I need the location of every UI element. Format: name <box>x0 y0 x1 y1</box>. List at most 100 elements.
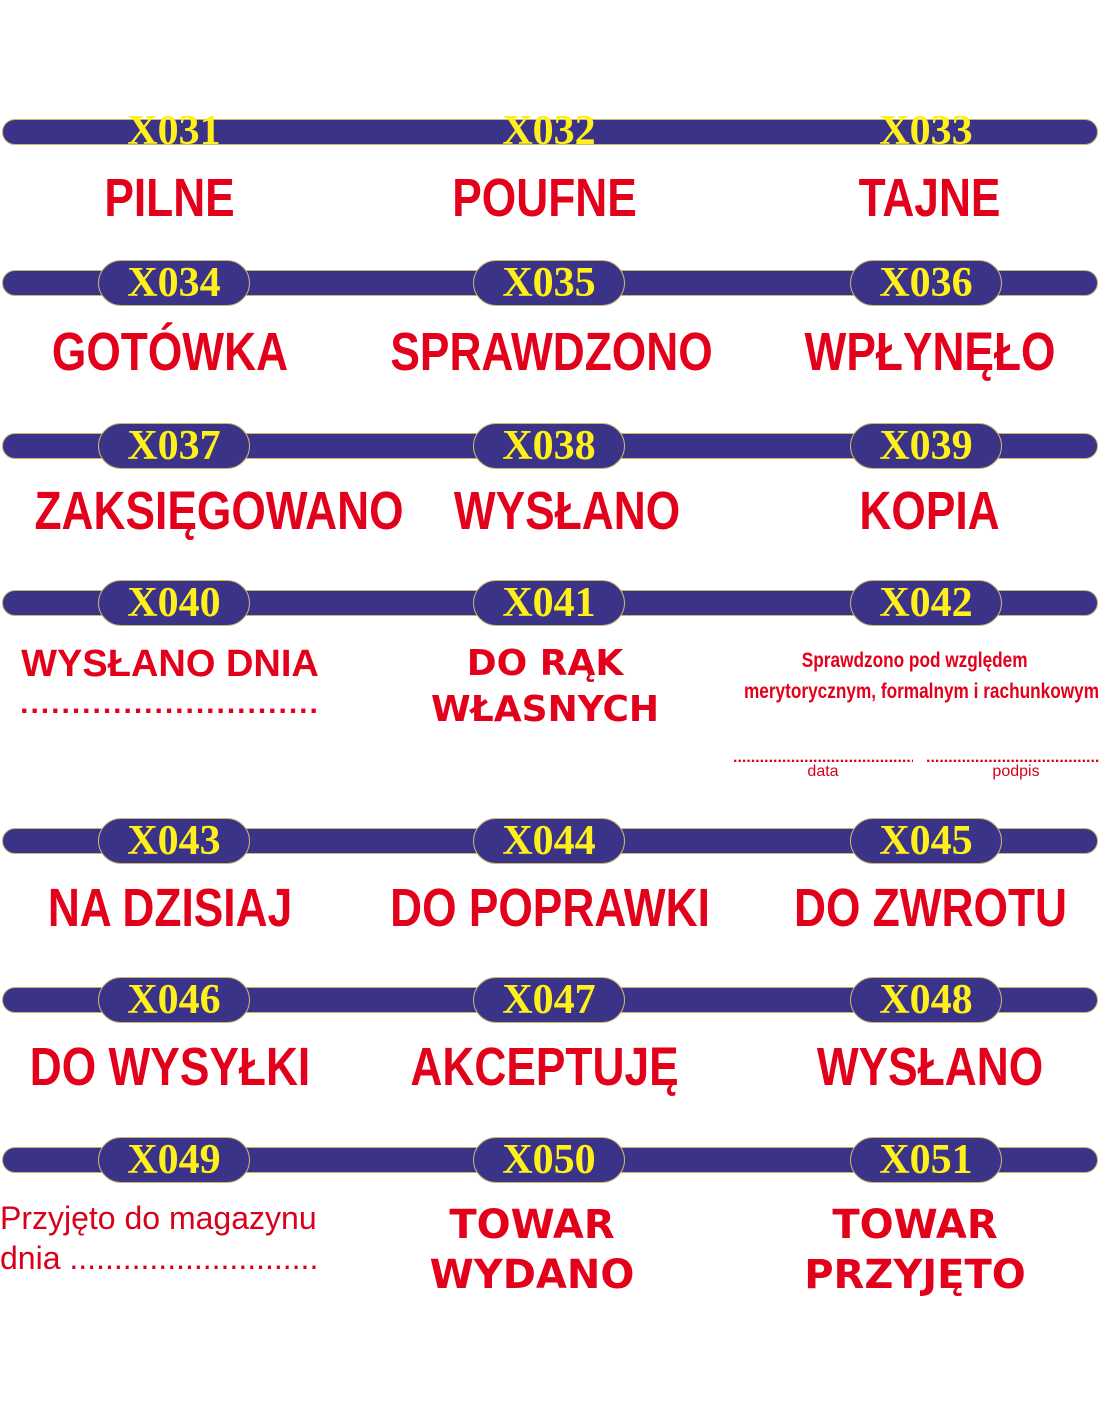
stamp-code: X042 <box>850 580 1002 626</box>
stamp-text-line: WYSŁANO DNIA <box>0 641 360 687</box>
stamp-text-span: ............................. <box>20 687 320 720</box>
stamp-text-line: Sprawdzono pod względem <box>705 645 1100 676</box>
stamp-text[interactable]: TOWAR WYDANO <box>342 1200 722 1300</box>
stamp-text-line: DO ZWROTU <box>740 878 1100 938</box>
stamp-text-span: DO POPRAWKI <box>390 878 710 938</box>
stamp-text-span: Sprawdzono pod względem <box>802 649 1028 672</box>
stamp-text-line: DO POPRAWKI <box>355 878 735 938</box>
stamp-text-line: WPŁYNĘŁO <box>740 322 1100 382</box>
stamp-text-span: TOWAR <box>449 1202 615 1248</box>
stamp-code: X032 <box>502 108 596 154</box>
signature-label: data <box>807 763 839 780</box>
stamp-text-span: NA DZISIAJ <box>47 878 293 938</box>
stamp-code: X040 <box>98 580 250 626</box>
stamp-code: X047 <box>473 977 625 1023</box>
signature-label: podpis <box>992 763 1040 780</box>
stamp-text-line: PILNE <box>0 168 360 228</box>
stamp-text[interactable]: TOWAR PRZYJĘTO <box>725 1200 1100 1300</box>
row-bar <box>2 119 1098 145</box>
stamp-text[interactable]: Przyjęto do magazynu dnia ...............… <box>0 1198 380 1278</box>
stamp-code: X043 <box>98 818 250 864</box>
stamp-text[interactable]: Sprawdzono pod względem merytorycznym, fo… <box>705 645 1100 707</box>
stamp-code: X035 <box>473 260 625 306</box>
stamp-text-line: DO RĄK <box>355 641 735 687</box>
stamp-text-span: WŁASNYCH <box>430 689 660 730</box>
stamp-text-line: ZAKSIĘGOWANO <box>0 481 404 541</box>
stamp-code: X031 <box>127 108 221 154</box>
stamp-text-line: GOTÓWKA <box>0 322 360 382</box>
stamp-code: X039 <box>850 423 1002 469</box>
stamp-text-span: DO WYSYŁKI <box>29 1037 311 1097</box>
stamp-text-line: Przyjęto do magazynu <box>0 1198 380 1238</box>
stamp-text-line: DO WYSYŁKI <box>0 1037 360 1097</box>
stamp-code: X051 <box>850 1137 1002 1183</box>
stamp-text[interactable]: DO ZWROTU <box>740 878 1100 938</box>
stamp-text-span: PRZYJĘTO <box>804 1252 1026 1298</box>
stamp-text-line: POUFNE <box>355 168 735 228</box>
stamp-text[interactable]: POUFNE <box>355 168 735 228</box>
stamp-text-line: WYDANO <box>342 1250 722 1300</box>
stamp-text[interactable]: GOTÓWKA <box>0 322 360 382</box>
stamp-text-line: TOWAR <box>342 1200 722 1250</box>
signature-field-data[interactable]: ........................................… <box>733 753 913 781</box>
dotted-line: ........................................… <box>733 753 913 763</box>
stamp-text-span: GOTÓWKA <box>51 322 289 382</box>
stamp-text-span: ZAKSIĘGOWANO <box>34 481 404 541</box>
stamp-text[interactable]: WYSŁANO <box>740 1037 1100 1097</box>
stamp-text-span: Przyjęto do magazynu <box>0 1200 317 1236</box>
stamp-text[interactable]: DO POPRAWKI <box>355 878 735 938</box>
stamp-code: X038 <box>473 423 625 469</box>
stamp-text-span: WYDANO <box>429 1252 635 1298</box>
stamp-text-span: TAJNE <box>859 168 1001 228</box>
stamp-text-line: TAJNE <box>740 168 1100 228</box>
stamp-text[interactable]: WPŁYNĘŁO <box>740 322 1100 382</box>
stamp-text-span: merytorycznym, formalnym i rachunkowym <box>743 680 1100 703</box>
stamp-text[interactable]: PILNE <box>0 168 360 228</box>
stamp-text[interactable]: AKCEPTUJĘ <box>355 1037 735 1097</box>
stamp-text[interactable]: KOPIA <box>740 481 1100 541</box>
stamp-text[interactable]: TAJNE <box>740 168 1100 228</box>
stamp-text[interactable]: DO RĄK WŁASNYCH <box>355 641 735 733</box>
stamp-code: X044 <box>473 818 625 864</box>
stamp-code: X046 <box>98 977 250 1023</box>
stamp-text-span: WPŁYNĘŁO <box>804 322 1056 382</box>
signature-field-podpis[interactable]: ........................................… <box>926 753 1100 781</box>
stamp-text-span: KOPIA <box>859 481 1001 541</box>
stamp-text-span: WYSŁANO <box>453 481 681 541</box>
stamp-text-line: merytorycznym, formalnym i rachunkowym <box>705 676 1100 707</box>
stamp-text[interactable]: WYSŁANO <box>377 481 757 541</box>
stamp-text[interactable]: DO WYSYŁKI <box>0 1037 360 1097</box>
stamp-text-span: PILNE <box>104 168 236 228</box>
stamp-text-span: TOWAR <box>832 1202 998 1248</box>
stamp-text-span: WYSŁANO <box>816 1037 1044 1097</box>
stamp-text[interactable]: ZAKSIĘGOWANO <box>0 481 404 541</box>
stamp-text-line: SPRAWDZONO <box>355 322 735 382</box>
stamp-text-span: DO RĄK <box>466 643 624 684</box>
stamp-code: X037 <box>98 423 250 469</box>
stamp-text-span: SPRAWDZONO <box>390 322 713 382</box>
stamp-code: X041 <box>473 580 625 626</box>
stamp-text-line: PRZYJĘTO <box>725 1250 1100 1300</box>
stamp-text[interactable]: SPRAWDZONO <box>355 322 735 382</box>
stamp-text-span: WYSŁANO DNIA <box>21 643 319 685</box>
stamp-text-line: AKCEPTUJĘ <box>355 1037 735 1097</box>
stamp-text-span: dnia ............................ <box>0 1240 319 1276</box>
stamp-code: X034 <box>98 260 250 306</box>
stamp-code: X036 <box>850 260 1002 306</box>
stamp-code: X045 <box>850 818 1002 864</box>
stamp-code: X049 <box>98 1137 250 1183</box>
stamp-text-span: AKCEPTUJĘ <box>410 1037 680 1097</box>
stamp-text-line: WŁASNYCH <box>355 687 735 733</box>
stamp-text-line: ............................. <box>0 687 360 721</box>
stamp-text-line: NA DZISIAJ <box>0 878 360 938</box>
stamp-text-line: KOPIA <box>740 481 1100 541</box>
stamp-text-line: WYSŁANO <box>740 1037 1100 1097</box>
stamp-code: X033 <box>879 108 973 154</box>
stamp-text[interactable]: NA DZISIAJ <box>0 878 360 938</box>
stamp-text-line: dnia ............................ <box>0 1238 380 1278</box>
stamp-text-line: WYSŁANO <box>377 481 757 541</box>
stamp-code: X048 <box>850 977 1002 1023</box>
stamp-text[interactable]: WYSŁANO DNIA............................… <box>0 641 360 721</box>
stamp-code: X050 <box>473 1137 625 1183</box>
stamp-text-span: DO ZWROTU <box>793 878 1067 938</box>
